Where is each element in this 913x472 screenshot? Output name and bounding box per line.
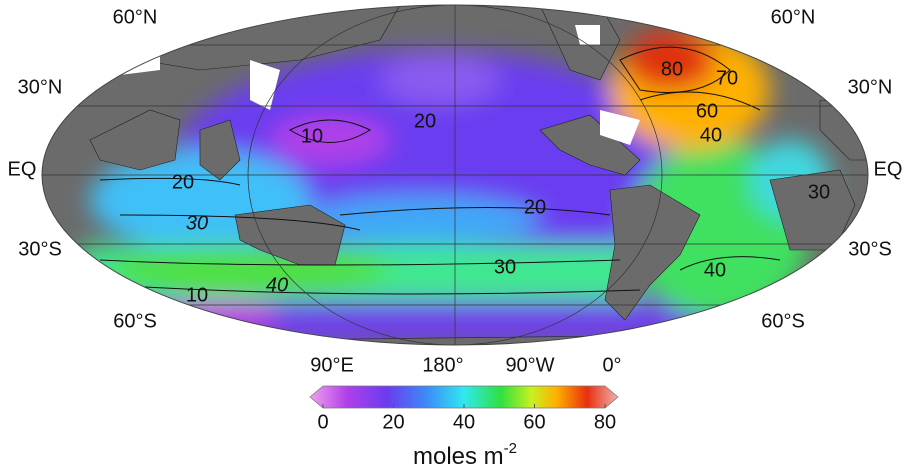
lon-label: 90°W (505, 354, 554, 376)
lat-label: 60°N (771, 6, 816, 28)
contour-label: 10 (301, 125, 323, 147)
lat-label: 30°N (848, 76, 893, 98)
contour-label: 30 (808, 181, 830, 203)
lat-label: 60°N (113, 6, 158, 28)
contour-label: 40 (266, 274, 288, 296)
contour-label: 40 (704, 259, 726, 281)
lat-label: 60°S (113, 310, 157, 332)
contour-label: 20 (172, 171, 194, 193)
colorbar-tick-label: 40 (453, 411, 475, 433)
ocean-field (42, 5, 868, 345)
lat-label: EQ (8, 158, 37, 180)
unit-label: moles m (413, 443, 504, 470)
unit-exponent: -2 (504, 440, 517, 457)
lon-label: 0° (602, 354, 621, 376)
lon-label: 90°E (310, 354, 354, 376)
contour-label: 20 (524, 196, 546, 218)
contour-label: 80 (661, 58, 683, 80)
colorbar-tick-label: 60 (523, 411, 545, 433)
lat-label: 60°S (761, 310, 805, 332)
contour-label: 60 (696, 100, 718, 122)
lat-label: 30°N (18, 76, 63, 98)
contour-label: 20 (414, 110, 436, 132)
contour-label: 70 (716, 67, 738, 89)
contour-label: 10 (186, 284, 208, 306)
contour-label: 30 (494, 256, 516, 278)
contour-label: 40 (700, 124, 722, 146)
colorbar-tick-label: 0 (317, 411, 328, 433)
colorbar-unit: moles m-2 (413, 440, 517, 470)
lat-label: 30°S (848, 238, 892, 260)
colorbar-tick-label: 20 (382, 411, 404, 433)
lat-label: EQ (874, 158, 903, 180)
lon-label: 180° (422, 354, 463, 376)
colorbar: 0 20 40 60 80 (309, 385, 619, 433)
colorbar-tick-label: 80 (594, 411, 616, 433)
contour-label: 30 (186, 212, 208, 234)
lat-label: 30°S (18, 238, 62, 260)
